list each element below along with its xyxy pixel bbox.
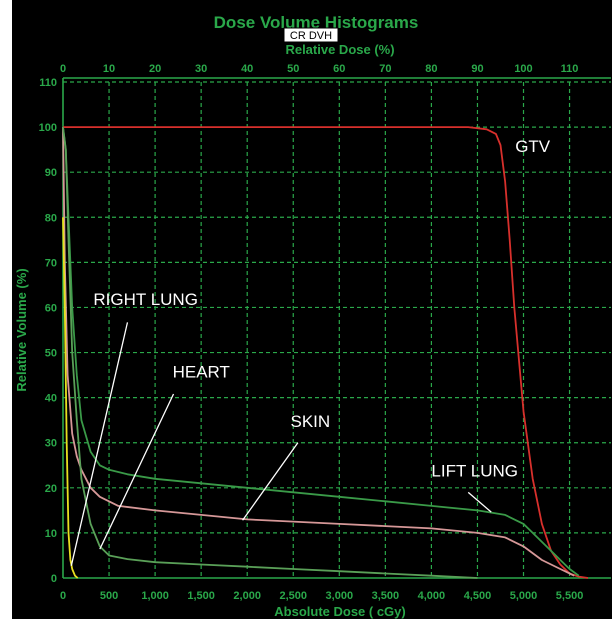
y-tick-label: 80 <box>45 212 57 224</box>
chart-title: Dose Volume Histograms <box>214 13 419 32</box>
series-line-left-lung <box>62 126 580 577</box>
y-tick-label: 0 <box>51 573 57 585</box>
x-tick-label: 5,500 <box>556 590 584 602</box>
x-tick-label: 4,500 <box>464 590 492 602</box>
chart-tag: CR DVH <box>290 30 332 42</box>
x2-tick-label: 0 <box>60 63 66 75</box>
annotation-label: SKIN <box>290 412 330 431</box>
series-line-right-lung <box>62 217 79 579</box>
x-tick-label: 3,500 <box>372 590 400 602</box>
annotation-leader-line <box>242 442 299 521</box>
x-axis-title: Absolute Dose ( cGy) <box>274 604 405 619</box>
page-margin <box>0 0 12 619</box>
y-tick-label: 10 <box>45 528 57 540</box>
x2-tick-label: 90 <box>471 63 483 75</box>
y-tick-label: 60 <box>45 302 57 314</box>
x-tick-label: 1,000 <box>141 590 169 602</box>
y-tick-label: 30 <box>45 438 57 450</box>
x-tick-label: 2,000 <box>233 590 261 602</box>
x2-tick-label: 30 <box>195 63 207 75</box>
x-tick-label: 5,000 <box>510 590 538 602</box>
chart-tag-box <box>283 27 339 43</box>
y-tick-label: 50 <box>45 348 57 360</box>
grid <box>63 81 611 578</box>
annotation-label: LIFT LUNG <box>431 462 518 481</box>
x2-tick-label: 70 <box>379 63 391 75</box>
series-lines <box>62 126 589 579</box>
series-line-heart <box>62 126 478 579</box>
x2-tick-label: 80 <box>425 63 437 75</box>
x-tick-label: 2,500 <box>279 590 307 602</box>
y-tick-label: 40 <box>45 393 57 405</box>
x-tick-label: 0 <box>60 590 66 602</box>
series-line-skin <box>62 127 575 577</box>
x2-tick-label: 110 <box>561 63 579 75</box>
x2-tick-label: 50 <box>287 63 299 75</box>
x2-axis-title: Relative Dose (%) <box>285 42 394 57</box>
y-axis-title: Relative Volume (%) <box>14 268 29 391</box>
x-tick-label: 500 <box>100 590 118 602</box>
x2-tick-labels: 0 10 20 30 40 50 60 70 80 90 100 110 <box>60 63 578 75</box>
y-tick-labels: 0 10 20 30 40 50 60 70 80 90 100 110 <box>39 77 57 585</box>
y-tick-label: 90 <box>45 167 57 179</box>
annotation-leader-line <box>467 491 492 513</box>
y-tick-label: 100 <box>39 122 57 134</box>
annotation-label: RIGHT LUNG <box>93 290 198 309</box>
x2-tick-label: 20 <box>149 63 161 75</box>
annotation-label: GTV <box>515 137 551 156</box>
y-tick-label: 110 <box>39 77 57 89</box>
x2-tick-label: 60 <box>333 63 345 75</box>
series-line-gtv <box>63 126 589 579</box>
y-tick-label: 20 <box>45 483 57 495</box>
annotations: GTV LIFT LUNG SKIN HEART RIGHT LUNG <box>70 137 551 566</box>
x2-tick-label: 100 <box>514 63 532 75</box>
x-tick-label: 3,000 <box>326 590 354 602</box>
annotation-label: HEART <box>173 362 230 381</box>
x-tick-label: 1,500 <box>187 590 215 602</box>
x2-tick-label: 10 <box>103 63 115 75</box>
annotation-leader-line <box>99 393 175 550</box>
x2-tick-label: 40 <box>241 63 253 75</box>
x-tick-labels: 0 500 1,000 1,500 2,000 2,500 3,000 3,500 4,000 4… <box>60 590 583 602</box>
x-tick-label: 4,000 <box>418 590 446 602</box>
annotation-leader-line <box>70 322 129 566</box>
y-tick-label: 70 <box>45 257 57 269</box>
